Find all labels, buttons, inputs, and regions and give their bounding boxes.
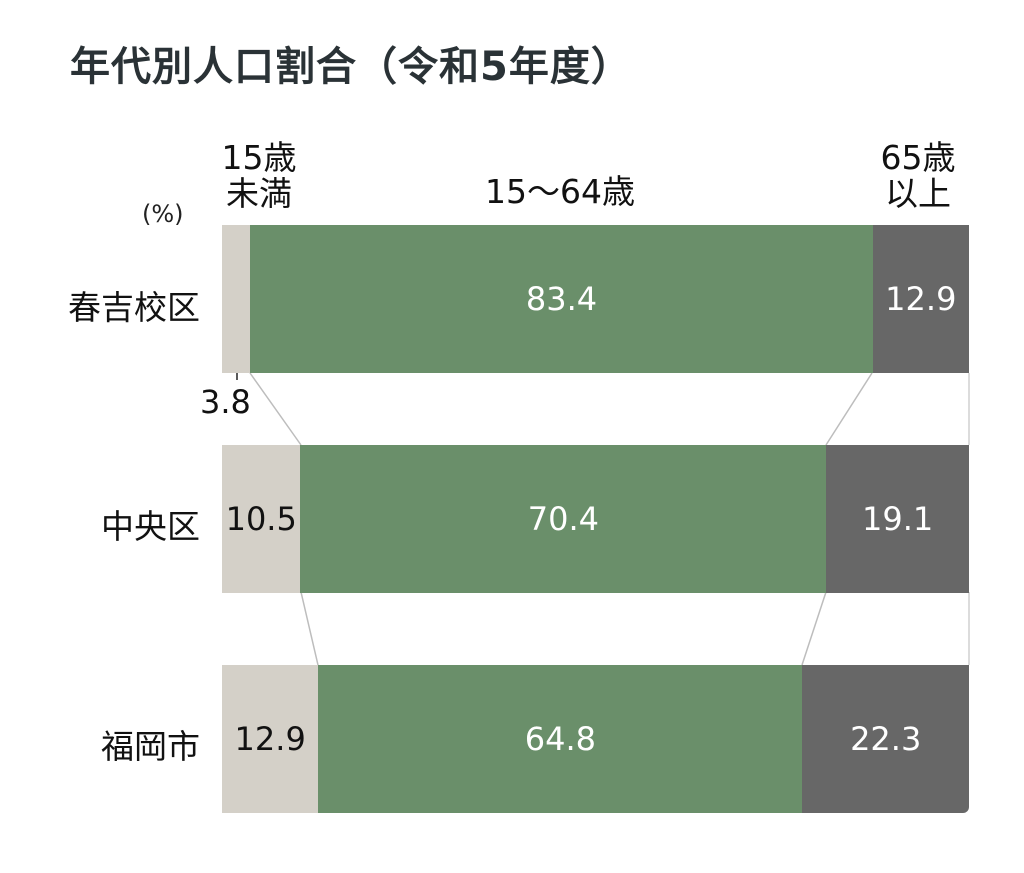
header-over65: 65歳 以上 (868, 140, 968, 212)
segment-15to64: 70.4 (300, 445, 827, 593)
chart-title: 年代別人口割合（令和5年度） (70, 44, 632, 90)
bar-chuo-ku: 10.5 70.4 19.1 (222, 445, 969, 593)
header-under15-line1: 15歳 (221, 138, 297, 177)
header-over65-line2: 以上 (885, 174, 951, 213)
row-label-chuo-ku: 中央区 (101, 507, 200, 546)
segment-under15: 12.9 (222, 665, 319, 813)
segment-over65: 19.1 (826, 445, 969, 593)
unit-label: (%) (142, 200, 184, 228)
header-over65-line1: 65歳 (880, 138, 956, 177)
header-under15: 15歳 未満 (214, 140, 304, 212)
segment-over65: 12.9 (872, 225, 969, 373)
callout-under15-harayoshi: 3.8 (200, 383, 251, 421)
header-15to64: 15〜64歳 (485, 172, 635, 211)
row-label-harayoshi: 春吉校区 (68, 288, 200, 327)
segment-under15 (222, 225, 251, 373)
segment-under15: 10.5 (222, 445, 301, 593)
row-label-fukuoka-city: 福岡市 (101, 727, 200, 766)
segment-over65: 22.3 (802, 665, 969, 813)
header-under15-line2: 未満 (226, 174, 292, 213)
segment-15to64: 64.8 (318, 665, 803, 813)
bar-fukuoka-city: 12.9 64.8 22.3 (222, 665, 969, 813)
segment-15to64: 83.4 (250, 225, 873, 373)
bar-harayoshi: 83.4 12.9 (222, 225, 969, 373)
